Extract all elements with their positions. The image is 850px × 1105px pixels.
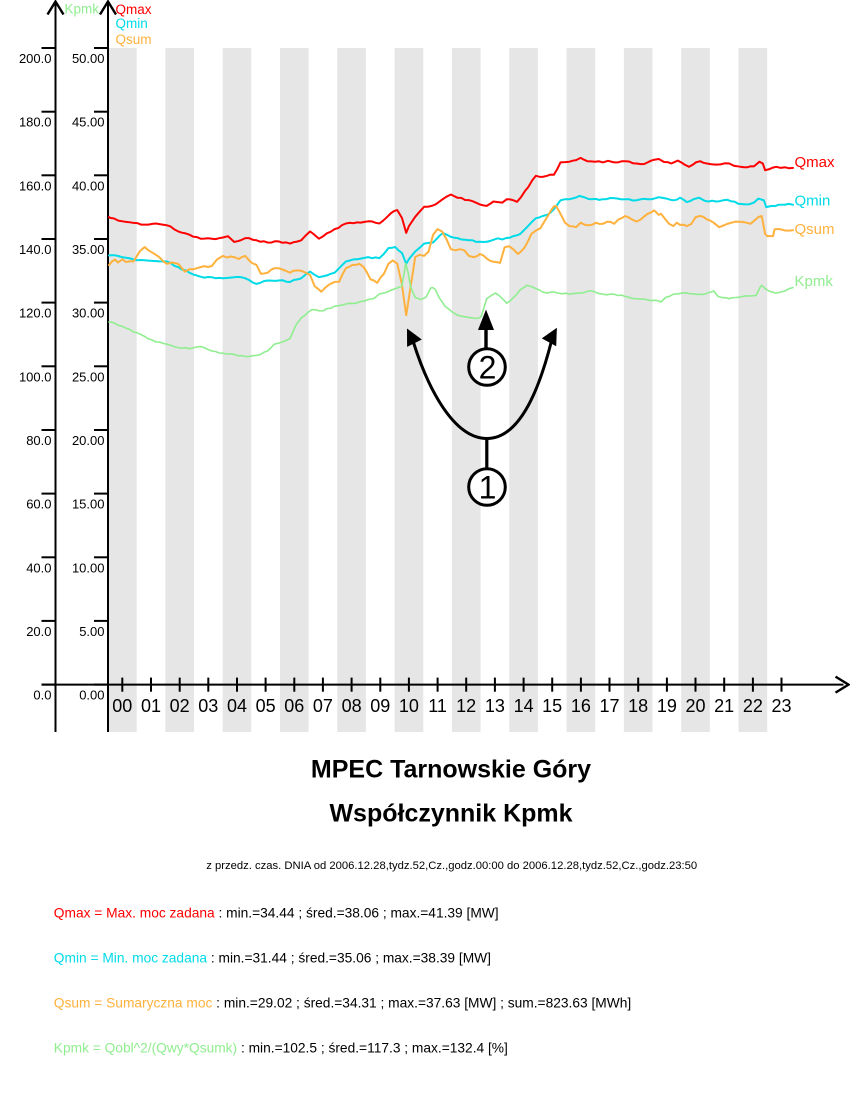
svg-text:13: 13 [485, 696, 505, 716]
svg-text:15: 15 [542, 696, 562, 716]
svg-text:Qsum: Qsum [116, 32, 152, 47]
svg-text:Qmin = Min. moc zadana : min.=: Qmin = Min. moc zadana : min.=31.44 ; śr… [54, 951, 491, 966]
svg-text:Qmax: Qmax [116, 2, 152, 17]
svg-text:10.00: 10.00 [72, 560, 105, 575]
svg-text:45.00: 45.00 [72, 115, 105, 130]
svg-text:05: 05 [256, 696, 276, 716]
svg-text:Qsum = Sumaryczna moc : min.=2: Qsum = Sumaryczna moc : min.=29.02 ; śre… [54, 996, 631, 1011]
svg-text:Qmin: Qmin [116, 16, 148, 31]
svg-text:100.0: 100.0 [19, 369, 52, 384]
svg-text:180.0: 180.0 [19, 115, 52, 130]
svg-text:17: 17 [599, 696, 619, 716]
svg-text:40.0: 40.0 [26, 560, 51, 575]
svg-text:01: 01 [141, 696, 161, 716]
svg-text:19: 19 [657, 696, 677, 716]
svg-text:200.0: 200.0 [19, 51, 52, 66]
svg-text:Współczynnik Kpmk: Współczynnik Kpmk [329, 800, 572, 828]
svg-text:16: 16 [571, 696, 591, 716]
svg-text:10: 10 [399, 696, 419, 716]
svg-text:35.00: 35.00 [72, 242, 105, 257]
svg-text:140.0: 140.0 [19, 242, 52, 257]
svg-text:Qsum: Qsum [795, 221, 835, 238]
svg-text:0.00: 0.00 [79, 688, 104, 703]
svg-text:Qmax: Qmax [795, 154, 836, 171]
svg-text:21: 21 [714, 696, 734, 716]
svg-text:20.0: 20.0 [26, 624, 51, 639]
svg-text:80.0: 80.0 [26, 433, 51, 448]
svg-text:08: 08 [342, 696, 362, 716]
svg-text:60.0: 60.0 [26, 497, 51, 512]
svg-text:14: 14 [514, 696, 534, 716]
svg-text:2: 2 [479, 350, 497, 386]
svg-text:1: 1 [479, 470, 497, 506]
svg-text:Kpmk = Qobl^2/(Qwy*Qsumk) : mi: Kpmk = Qobl^2/(Qwy*Qsumk) : min.=102.5 ;… [54, 1041, 508, 1056]
svg-text:23: 23 [771, 696, 791, 716]
svg-text:MPEC Tarnowskie Góry: MPEC Tarnowskie Góry [311, 756, 591, 784]
svg-text:Kpmk: Kpmk [795, 273, 834, 290]
svg-text:02: 02 [170, 696, 190, 716]
svg-text:09: 09 [370, 696, 390, 716]
svg-text:22: 22 [743, 696, 763, 716]
svg-text:12: 12 [456, 696, 476, 716]
svg-text:07: 07 [313, 696, 333, 716]
svg-text:Qmin: Qmin [795, 193, 831, 210]
svg-text:0.0: 0.0 [33, 688, 51, 703]
svg-text:04: 04 [227, 696, 247, 716]
svg-text:06: 06 [284, 696, 304, 716]
svg-text:00: 00 [112, 696, 132, 716]
svg-text:50.00: 50.00 [72, 51, 105, 66]
svg-text:160.0: 160.0 [19, 178, 52, 193]
svg-text:z przedz. czas. DNIA od 2006.1: z przedz. czas. DNIA od 2006.12.28,tydz.… [206, 860, 697, 872]
svg-text:20: 20 [685, 696, 705, 716]
svg-text:40.00: 40.00 [72, 178, 105, 193]
svg-text:5.00: 5.00 [79, 624, 104, 639]
svg-text:Qmax = Max. moc zadana : min.=: Qmax = Max. moc zadana : min.=34.44 ; śr… [54, 905, 499, 920]
svg-text:120.0: 120.0 [19, 306, 52, 321]
svg-text:18: 18 [628, 696, 648, 716]
svg-text:Kpmk: Kpmk [65, 2, 100, 17]
svg-text:03: 03 [198, 696, 218, 716]
svg-text:25.00: 25.00 [72, 369, 105, 384]
svg-text:11: 11 [428, 696, 447, 716]
svg-text:20.00: 20.00 [72, 433, 105, 448]
svg-text:30.00: 30.00 [72, 306, 105, 321]
svg-text:15.00: 15.00 [72, 497, 105, 512]
